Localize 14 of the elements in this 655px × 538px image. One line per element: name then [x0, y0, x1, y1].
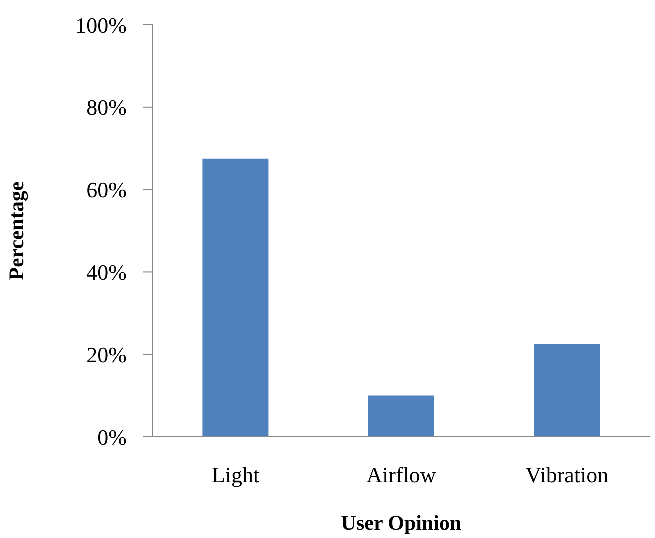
x-tick-label: Vibration: [526, 462, 609, 488]
bar: [368, 396, 434, 437]
y-tick-label: 60%: [86, 178, 127, 203]
y-axis-title: Percentage: [4, 182, 28, 280]
x-tick-label: Light: [212, 462, 260, 488]
bar: [202, 158, 269, 437]
y-tick-label: 20%: [86, 342, 127, 368]
y-tick-label: 100%: [76, 12, 127, 38]
x-axis-title: User Opinion: [341, 511, 462, 535]
bar: [534, 344, 600, 437]
y-tick-label: 40%: [86, 260, 127, 286]
y-tick-label: 80%: [86, 95, 127, 120]
y-tick-label: 0%: [98, 424, 127, 450]
x-tick-label: Airflow: [366, 462, 436, 488]
